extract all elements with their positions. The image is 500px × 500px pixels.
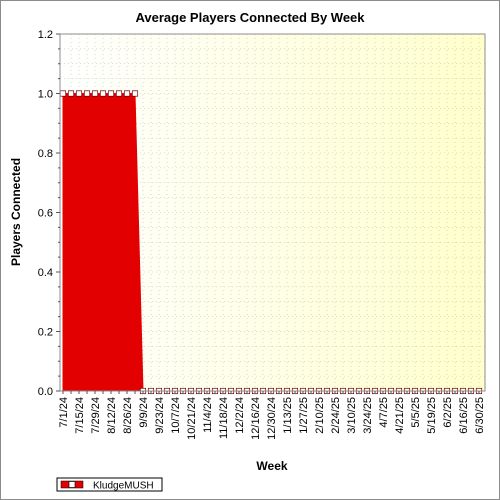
legend-label: KludgeMUSH [93,481,154,492]
chart-title: Average Players Connected By Week [135,10,365,25]
legend: KludgeMUSH [56,477,163,492]
x-tick-label: 2/24/25 [330,397,342,434]
y-tick-label: 1.0 [38,89,53,101]
x-tick-label: 6/16/25 [458,397,470,434]
x-tick-label: 6/30/25 [474,397,486,434]
x-tick-label: 12/2/24 [234,397,246,434]
data-point [99,90,107,97]
x-axis-title: Week [256,459,287,473]
x-tick-label: 3/10/25 [346,397,358,434]
x-tick-label: 11/18/24 [218,397,230,439]
x-tick-label: 3/24/25 [362,397,374,434]
y-tick-label: 0.0 [38,386,53,398]
x-tick-label: 7/1/24 [58,397,70,428]
data-point [91,90,99,97]
y-tick-label: 0.8 [38,148,53,160]
legend-marker [68,481,76,488]
x-tick-label: 8/26/24 [122,397,134,434]
data-point [123,90,131,97]
y-tick-label: 0.2 [38,327,53,339]
x-tick-label: 5/19/25 [426,397,438,434]
y-tick-label: 0.4 [38,267,53,279]
y-axis-title: Players Connected [9,158,23,266]
y-tick-label: 1.2 [38,29,53,41]
y-tick-label: 0.6 [38,208,53,220]
x-tick-label: 4/21/25 [394,397,406,434]
x-tick-label: 2/10/25 [314,397,326,434]
x-tick-label: 9/23/24 [154,397,166,434]
x-axis: 7/1/24 7/15/24 7/29/24 8/12/24 8/26/24 9/9/24… [58,391,486,440]
data-point [115,90,123,97]
data-point [83,90,91,97]
data-point [67,90,75,97]
y-axis: 0.0 0.2 0.4 0.6 0.8 1.0 1.2 [38,29,60,398]
x-tick-label: 7/29/24 [90,397,102,434]
x-tick-label: 10/21/24 [186,397,198,440]
x-tick-label: 11/4/24 [202,397,214,433]
data-point [107,90,115,97]
x-tick-label: 8/12/24 [106,397,118,434]
x-tick-label: 4/7/25 [378,397,390,428]
data-point [131,90,139,97]
data-point [75,90,83,97]
x-tick-label: 5/5/25 [410,397,422,428]
x-tick-label: 10/7/24 [170,397,182,434]
x-tick-label: 12/16/24 [250,397,262,440]
x-tick-label: 12/30/24 [266,397,278,440]
x-tick-label: 6/2/25 [442,397,454,428]
x-tick-label: 1/13/25 [282,397,294,434]
data-point [59,90,67,97]
x-tick-label: 9/9/24 [138,397,150,428]
grid [60,34,485,391]
x-tick-label: 7/15/24 [74,397,86,434]
x-tick-label: 1/27/25 [298,397,310,434]
